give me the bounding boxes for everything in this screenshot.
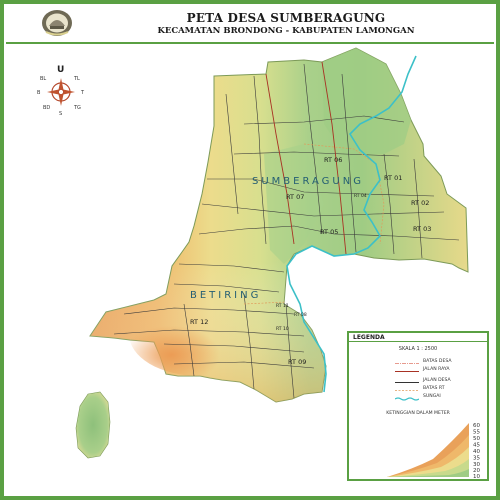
elevation-label: 40 [473,449,480,455]
legend-item-label: SUNGAI [423,394,441,399]
main-roads [265,61,347,255]
village-map: SUMBERAGUNG BETIRING RT 01 RT 02 RT 03 R… [37,47,469,459]
rt-label: RT 12 [190,318,208,326]
legend-panel: LEGENDA SKALA 1 : 2500 BATAS DESA JALAN … [347,331,489,481]
legend-item-sungai: SUNGAI [355,394,485,401]
compass-label-s: S [59,111,62,117]
rt-label: RT 03 [413,225,431,233]
elevation-label: 50 [473,436,480,442]
elevation-label: 35 [473,456,480,462]
legend-item-batas-rt: BATAS RT [355,386,485,393]
rt-label: RT 06 [324,156,342,164]
legend-item-label: JALAN DESA [423,378,451,383]
batas-desa-symbol-icon [395,363,419,364]
compass-label-b: B [37,90,41,96]
village-label-sumberagung: SUMBERAGUNG [252,176,364,187]
elevation-label: 30 [473,462,480,468]
legend-item-label: BATAS RT [423,386,445,391]
legend-item-batas-desa: BATAS DESA [355,359,485,366]
jalan-raya-symbol-icon [395,371,419,372]
rt-label: RT 02 [411,199,429,207]
elevation-label: 45 [473,443,480,449]
rt-label: RT 04 [354,193,367,199]
lamongan-emblem-icon [42,10,72,36]
rt-label: RT 10 [276,326,289,332]
sungai-symbol-icon [395,397,419,401]
map-subtitle: KECAMATAN BRONDONG - KABUPATEN LAMONGAN [157,26,415,36]
map-scale: SKALA 1 : 2500 [398,346,438,352]
rt-label: RT 11 [276,303,289,309]
jalan-desa-symbol-icon [395,382,419,383]
elevation-label: 20 [473,468,480,474]
batas-rt-symbol-icon [395,390,419,391]
compass-label-tl: TL [73,76,80,82]
river [286,55,417,393]
village-label-betiring: BETIRING [190,290,261,301]
rt-boundaries [243,143,385,305]
compass-label-tg: TG [73,105,81,111]
map-header: PETA DESA SUMBERAGUNG KECAMATAN BRONDONG… [4,4,496,44]
map-title: PETA DESA SUMBERAGUNG [186,11,386,25]
elevation-label: 10 [473,474,480,479]
elevation-label: 60 [473,423,480,429]
legend-item-jalan-desa: JALAN DESA [355,378,485,385]
elevation-scale: 60 55 50 45 40 35 30 20 10 [387,423,480,479]
rt-label: RT 07 [286,193,304,201]
compass-rose: U BL TL B T BD S TG [37,65,85,117]
legend-item-label: JALAN RAYA [423,367,450,372]
compass-label-bl: BL [40,76,46,82]
elevation-label: 55 [473,430,480,436]
legend-divider [349,341,487,342]
legend-title: LEGENDA [353,334,385,341]
elevation-title: KETINGGIAN DALAM METER [386,411,450,416]
road-network [113,63,460,399]
island [75,391,111,459]
rt-label: RT 05 [320,228,338,236]
compass-north-label: U [57,65,64,75]
compass-label-t: T [80,90,85,96]
legend-item-jalan-raya: JALAN RAYA [355,367,485,374]
compass-label-bd: BD [43,105,50,111]
legend-item-label: BATAS DESA [423,359,452,364]
rt-label: RT 09 [288,358,306,366]
rt-label: RT 08 [294,312,307,318]
header-divider [6,42,494,44]
rt-label: RT 01 [384,174,402,182]
